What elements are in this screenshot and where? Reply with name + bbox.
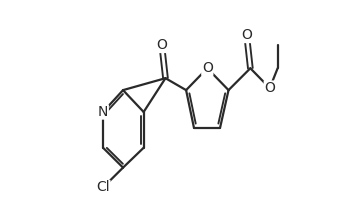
Text: O: O <box>156 38 167 52</box>
Text: O: O <box>241 29 252 43</box>
Text: N: N <box>98 105 108 119</box>
Text: O: O <box>202 61 213 75</box>
Text: O: O <box>264 81 275 95</box>
Text: Cl: Cl <box>96 181 110 194</box>
